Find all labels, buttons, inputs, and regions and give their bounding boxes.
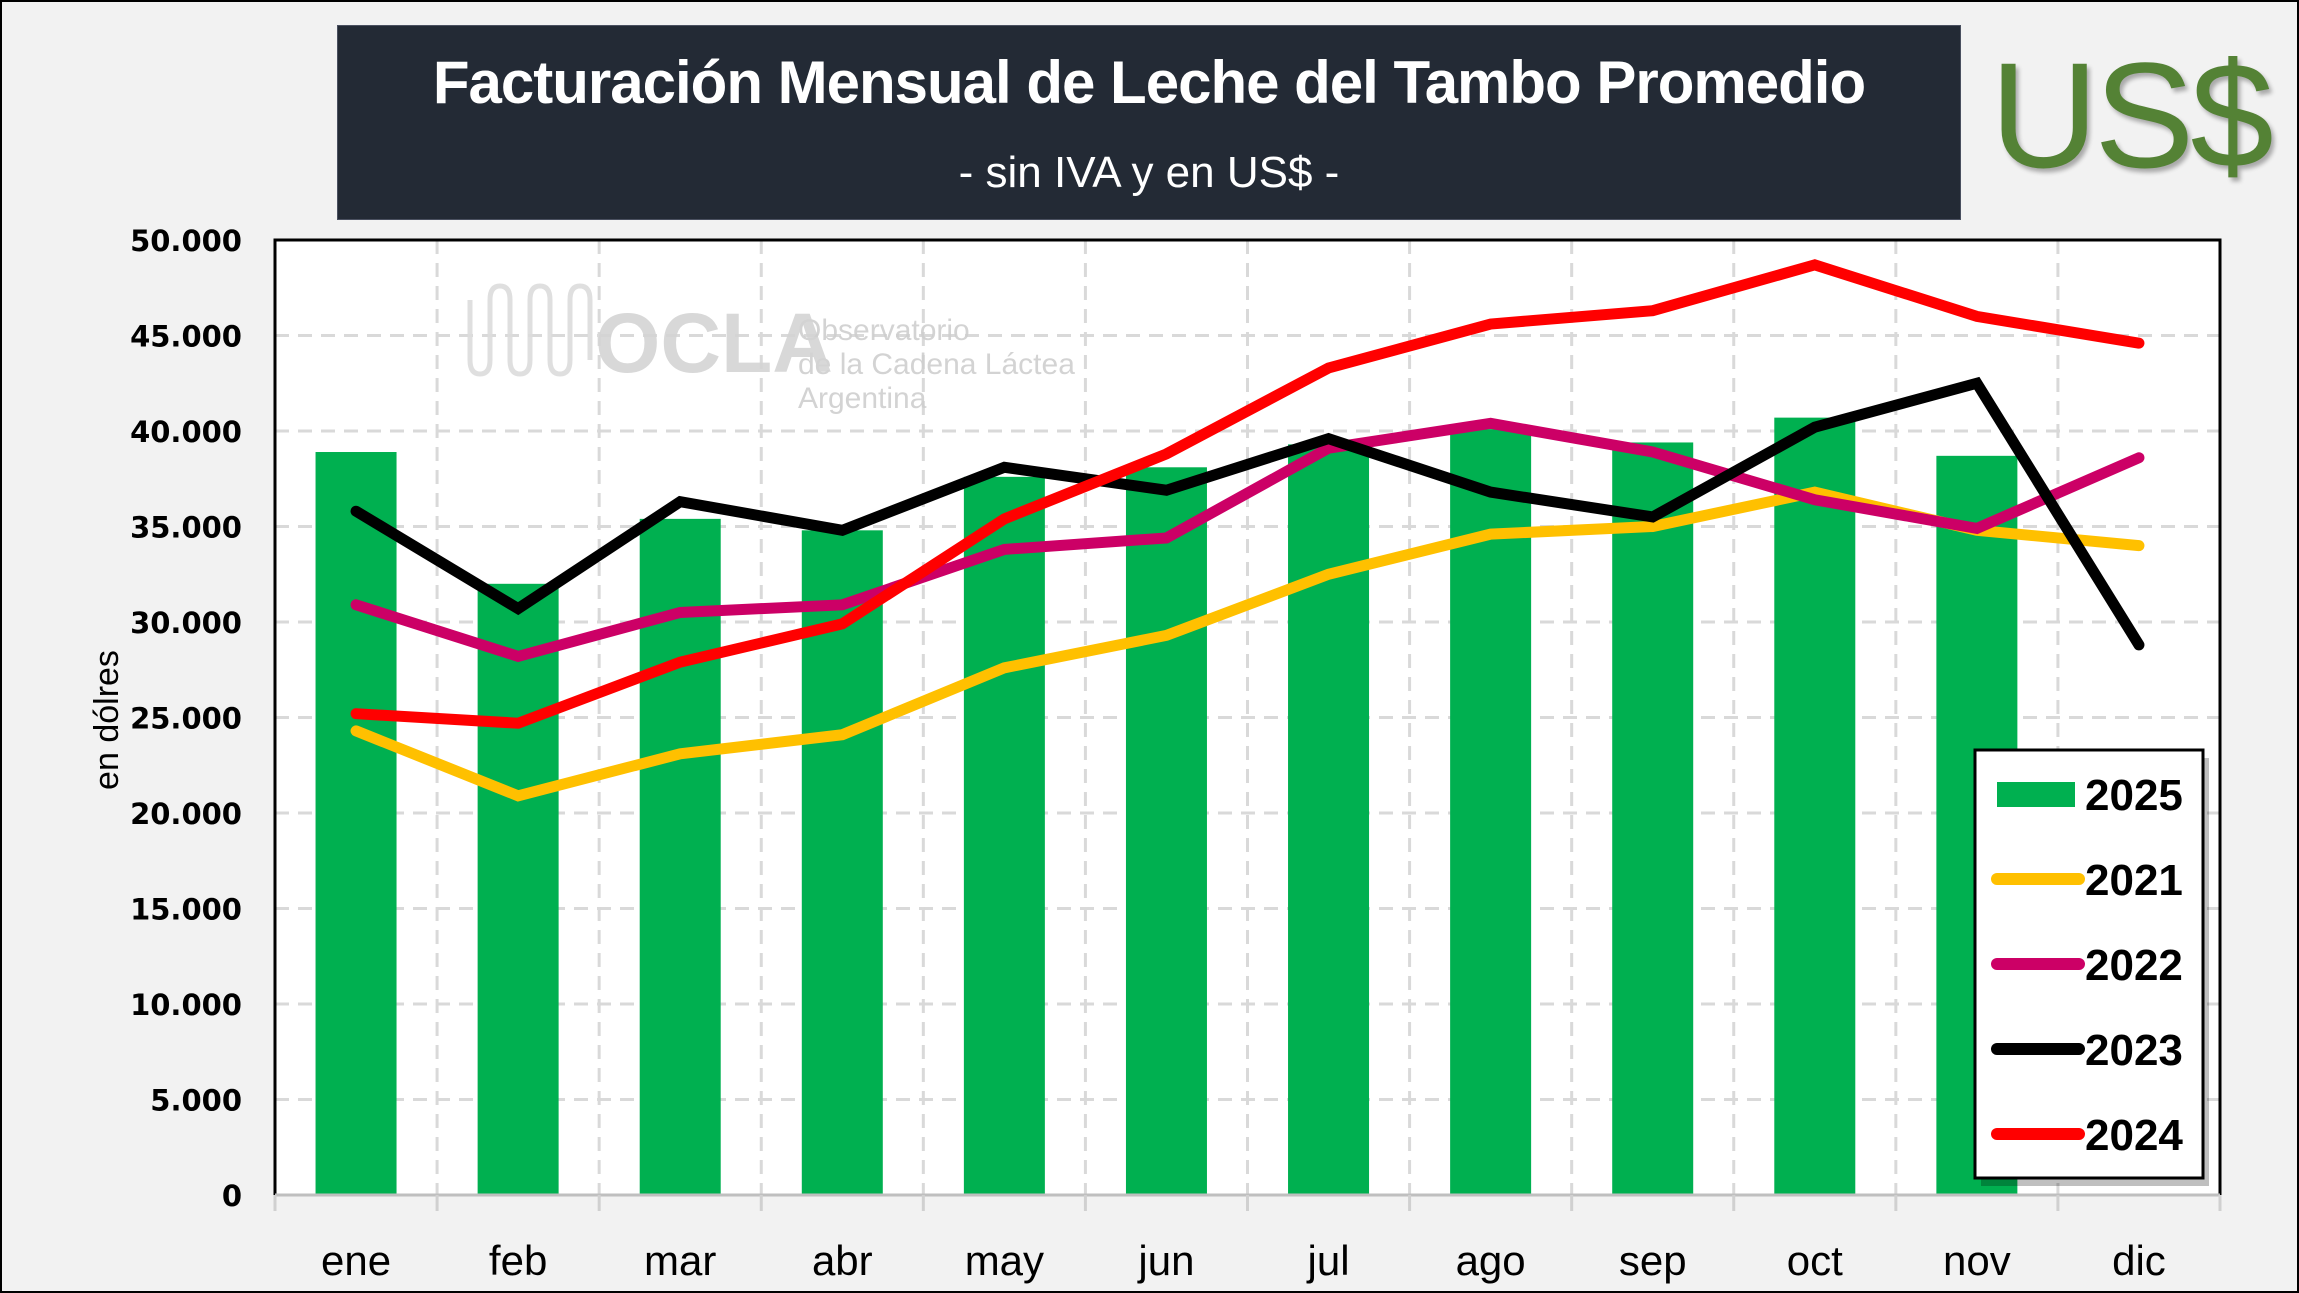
bar-2025-abr [801,530,883,1195]
line-2022 [350,417,2145,663]
bar-2025-ene [315,452,397,1195]
x-tick-label: jul [1306,1237,1350,1284]
watermark-line3: Argentina [798,382,927,415]
bar-2025-sep [1612,442,1694,1196]
watermark-brand: OCLA [595,296,833,390]
watermark-line1: Observatorio [798,314,970,347]
legend-label: 2021 [2085,856,2183,905]
y-axis-label: en dólres [88,650,126,790]
y-tick-label: 30.000 [130,606,242,640]
x-tick-label: abr [812,1237,873,1284]
bar-2025-oct [1774,417,1856,1195]
x-tick-label: may [965,1237,1044,1284]
legend-item-2021: 2021 [1991,856,2183,905]
x-tick-label: dic [2112,1237,2166,1284]
legend-item-2022: 2022 [1991,941,2183,990]
gridlines [275,240,2220,1195]
x-tick-label: jun [1136,1237,1194,1284]
line-series [350,259,2145,802]
chart-subtitle: - sin IVA y en US$ - [958,148,1340,197]
legend-item-2023: 2023 [1991,1026,2183,1075]
legend: 2025 2021 2022 2023 2024 [1973,748,2209,1186]
legend-item-2024: 2024 [1991,1111,2183,1160]
x-tick-label: sep [1619,1237,1687,1284]
y-tick-label: 15.000 [130,893,242,927]
y-tick-label: 35.000 [130,511,242,545]
legend-swatch [1997,782,2075,807]
legend-label: 2025 [2085,771,2183,820]
bar-2025-ago [1450,429,1532,1196]
bar-2025-may [963,476,1045,1196]
line-2021 [350,486,2145,802]
y-tick-label: 20.000 [130,797,242,831]
y-tick-label: 50.000 [130,224,242,258]
legend-label: 2023 [2085,1026,2183,1075]
legend-label: 2022 [2085,941,2183,990]
line-2023 [350,376,2145,651]
currency-logo: US$ [1990,31,2274,199]
y-axis: 0 5.000 10.000 15.000 20.000 25.000 30.000 35.0… [130,224,242,1213]
x-axis: ene feb mar abr may jun jul ago sep oct nov dic [273,1193,2222,1284]
y-tick-label: 25.000 [130,702,242,736]
bars-2025 [315,417,2018,1196]
x-tick-label: ago [1456,1237,1526,1284]
y-tick-label: 45.000 [130,320,242,354]
ocla-watermark: OCLA Observatorio de la Cadena Láctea Ar… [467,283,1075,415]
x-tick-label: oct [1787,1237,1843,1284]
legend-item-2025: 2025 [1997,771,2183,820]
title-banner: Facturación Mensual de Leche del Tambo P… [337,25,1961,220]
legend-label: 2024 [2085,1111,2183,1160]
bar-2025-feb [477,583,559,1195]
y-tick-label: 0 [222,1179,242,1213]
watermark-line2: de la Cadena Láctea [798,348,1075,381]
bar-2025-jul [1288,444,1370,1195]
chart-title: Facturación Mensual de Leche del Tambo P… [432,49,1866,116]
x-tick-label: feb [489,1237,547,1284]
x-tick-label: mar [644,1237,716,1284]
bar-2025-jun [1125,467,1207,1195]
y-tick-label: 40.000 [130,415,242,449]
x-tick-label: ene [321,1237,391,1284]
x-tick-label: nov [1943,1237,2011,1284]
bar-2025-mar [639,518,721,1195]
ocla-wave-icon [467,283,593,377]
line-2024 [350,259,2145,729]
y-tick-label: 5.000 [150,1084,242,1118]
y-tick-label: 10.000 [130,988,242,1022]
